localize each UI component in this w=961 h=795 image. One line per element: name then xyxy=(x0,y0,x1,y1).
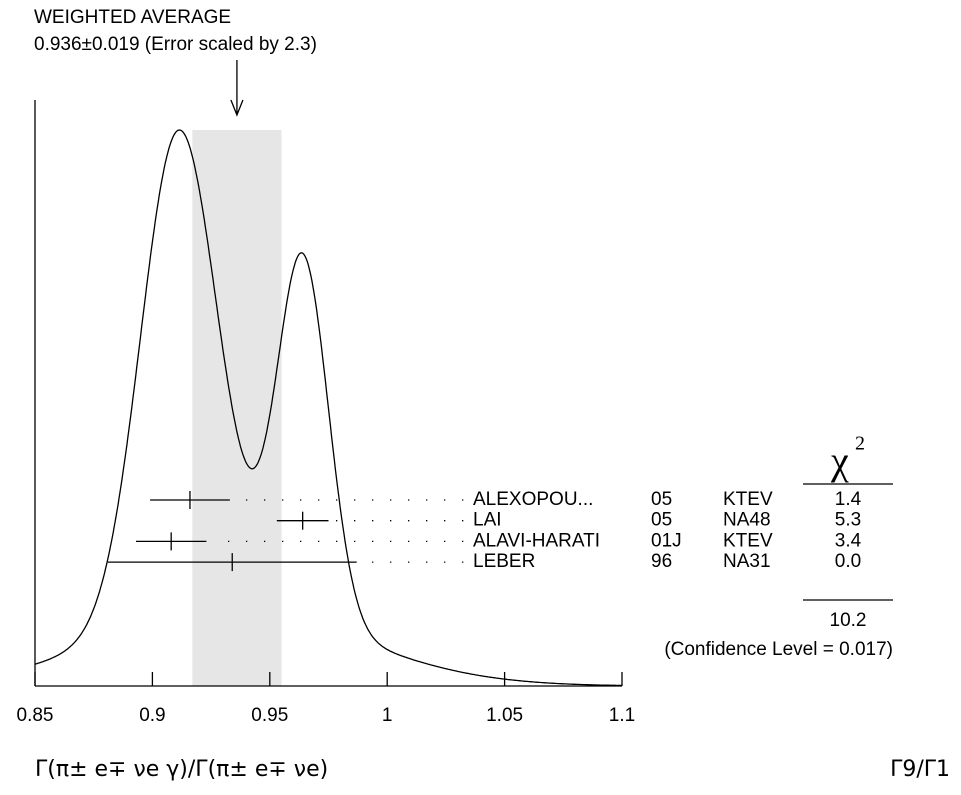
chi2: 1.4 xyxy=(835,489,862,510)
experiment: KTEV xyxy=(723,489,773,510)
year: 01J xyxy=(651,530,682,551)
chi2: 0.0 xyxy=(835,551,861,572)
x-tick-label: 1.05 xyxy=(486,705,523,726)
ideogram-curve xyxy=(34,129,622,687)
x-tick-label: 1.1 xyxy=(609,705,635,726)
x-axis-label: Γ(π± e∓ νe γ)/Γ(π± e∓ νe) xyxy=(35,757,328,782)
chi2: 3.4 xyxy=(835,530,862,551)
year: 96 xyxy=(651,551,672,572)
x-tick-label: 0.9 xyxy=(139,705,165,726)
author: ALEXOPOU... xyxy=(473,489,593,510)
chi2: 5.3 xyxy=(835,510,861,531)
x-tick-label: 0.85 xyxy=(17,705,54,726)
author: LAI xyxy=(473,510,502,531)
author: ALAVI-HARATI xyxy=(473,530,600,551)
chi2-header: χ xyxy=(830,438,849,483)
experiment: NA31 xyxy=(723,551,771,572)
author: LEBER xyxy=(473,551,535,572)
chi2-total: 10.2 xyxy=(830,610,867,631)
chart-subtitle: 0.936±0.019 (Error scaled by 2.3) xyxy=(34,34,317,55)
experiment: KTEV xyxy=(723,530,773,551)
x-tick-label: 0.95 xyxy=(251,705,288,726)
x-tick-label: 1 xyxy=(382,705,393,726)
chi2-header-power: 2 xyxy=(855,433,865,455)
average-band xyxy=(192,130,282,686)
average-arrow xyxy=(230,60,244,117)
ratio-label: Γ9/Γ1 xyxy=(890,757,950,782)
experiment: NA48 xyxy=(723,510,771,531)
year: 05 xyxy=(651,489,672,510)
year: 05 xyxy=(651,510,672,531)
confidence-level: (Confidence Level = 0.017) xyxy=(664,639,893,660)
chart-title: WEIGHTED AVERAGE xyxy=(34,7,231,28)
